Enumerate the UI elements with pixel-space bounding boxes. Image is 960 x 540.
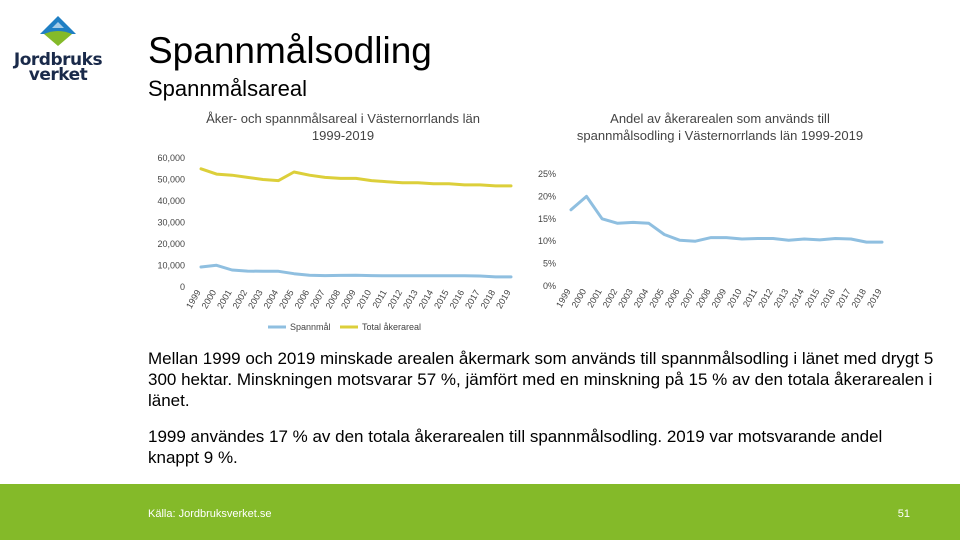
chart1-x-tick-label: 2005 (277, 288, 296, 310)
chart1-x-tick-label: 2002 (231, 288, 250, 310)
page-number: 51 (897, 508, 910, 520)
chart1-y-tick-label: 0 (180, 282, 185, 292)
chart2-y-tick-label: 5% (543, 259, 556, 269)
chart2-x-tick-label: 2015 (803, 287, 822, 309)
chart2-x-tick-label: 2008 (694, 287, 713, 309)
chart2-x-tick-label: 2017 (834, 287, 853, 309)
footer-bar: Källa: Jordbruksverket.se 51 (0, 484, 960, 540)
chart1-y-tick-label: 10,000 (157, 261, 185, 271)
chart2-x-tick-label: 2010 (725, 287, 744, 309)
chart2-x-tick-label: 2006 (663, 287, 682, 309)
chart1-y-tick-label: 60,000 (157, 153, 185, 163)
chart1-x-tick-label: 2003 (246, 288, 265, 310)
chart1-y-tick-label: 30,000 (157, 218, 185, 228)
page-subtitle: Spannmålsareal (148, 76, 307, 101)
source-text: Källa: Jordbruksverket.se (148, 508, 272, 520)
chart2-x-tick-label: 2004 (632, 287, 651, 309)
chart1-x-tick-label: 2016 (448, 288, 467, 310)
chart2-series-andel-spannmål (569, 194, 884, 244)
chart2-x-tick-label: 2000 (570, 287, 589, 309)
legend-label-1: Spannmål (290, 322, 331, 332)
chart2-x-tick-label: 2007 (678, 287, 697, 309)
charts-canvas: 0 10,000 20,000 30,000 40,000 50,000 60,000 199… (157, 153, 884, 332)
chart1-x-tick-label: 2008 (324, 288, 343, 310)
jordbruksverket-logo: Jordbruks verket (12, 14, 104, 85)
chart2-x-tick-label: 2009 (710, 287, 729, 309)
chart1-x-tick-label: 2012 (386, 288, 405, 310)
chart2-y-tick-label: 25% (538, 169, 556, 179)
chart2-x-tick-label: 2002 (601, 287, 620, 309)
chart1-x-tick-label: 2017 (463, 288, 482, 310)
chart1-x-tick-label: 2006 (293, 288, 312, 310)
chart1-x-tick-label: 2007 (308, 288, 327, 310)
chart1-x-tick-label: 2010 (355, 288, 374, 310)
summary-paragraph-1: Mellan 1999 och 2019 minskade arealen åk… (148, 349, 934, 410)
chart1-x-tick-label: 2018 (479, 288, 498, 310)
chart1-x-tick-label: 2013 (401, 288, 420, 310)
chart2-x-tick-label: 1999 (554, 287, 573, 309)
chart2-x-tick-label: 2001 (585, 287, 604, 309)
chart2-y-tick-label: 0% (543, 281, 556, 291)
chart1-x-tick-label: 1999 (184, 288, 203, 310)
chart2-x-tick-label: 2012 (756, 287, 775, 309)
chart1-y-tick-label: 40,000 (157, 196, 185, 206)
chart1-title: Åker- och spannmålsareal i Västernorrlan… (206, 111, 480, 143)
chart1-series-spannmål (199, 263, 513, 279)
chart2-x-tick-label: 2005 (647, 287, 666, 309)
logo-text-line2: verket (28, 65, 88, 85)
chart2-y-tick-label: 10% (538, 236, 556, 246)
chart2-x-tick-label: 2014 (787, 287, 806, 309)
chart1-series-total-åkerareal (199, 167, 513, 188)
chart1-x-tick-label: 2004 (262, 288, 281, 310)
chart1-x-tick-label: 2009 (339, 288, 358, 310)
chart1-x-tick-label: 2001 (215, 288, 234, 310)
chart1-x-tick-label: 2015 (432, 288, 451, 310)
chart2-y-tick-label: 15% (538, 214, 556, 224)
chart2-x-tick-label: 2013 (772, 287, 791, 309)
chart1-y-tick-label: 20,000 (157, 239, 185, 249)
chart1-y-tick-label: 50,000 (157, 175, 185, 185)
summary-paragraph-2: 1999 användes 17 % av den totala åkerare… (148, 427, 883, 467)
chart2-y-tick-label: 20% (538, 191, 556, 201)
chart2-x-tick-label: 2018 (850, 287, 869, 309)
chart2-x-tick-label: 2016 (818, 287, 837, 309)
chart1-x-tick-label: 2000 (200, 288, 219, 310)
chart2-x-tick-label: 2003 (616, 287, 635, 309)
logo-emblem-icon (40, 16, 76, 46)
chart1-x-tick-label: 2014 (417, 288, 436, 310)
chart1-x-tick-label: 2019 (494, 288, 513, 310)
logo-text-line1: Jordbruks (13, 50, 103, 70)
chart2-x-tick-label: 2019 (865, 287, 884, 309)
chart2-title: Andel av åkerarealen som används till sp… (576, 111, 864, 143)
legend-label-2: Total åkerareal (362, 322, 421, 332)
page-title: Spannmålsodling (148, 30, 432, 71)
